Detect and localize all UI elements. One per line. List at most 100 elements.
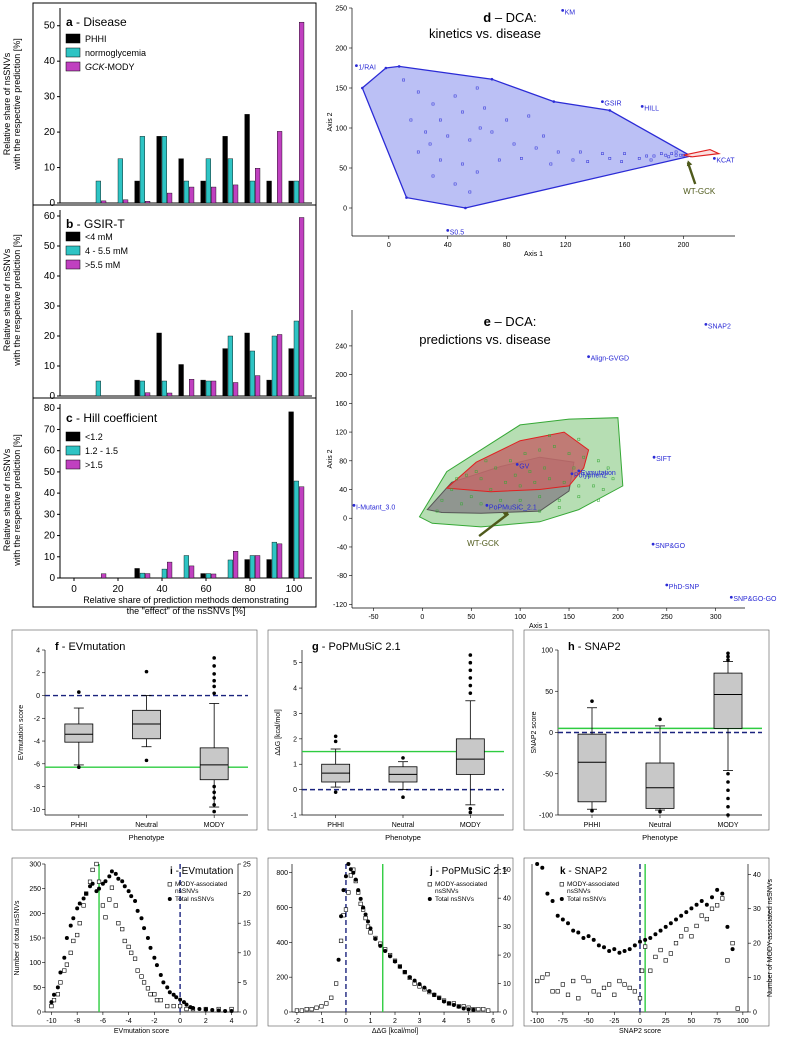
total-point xyxy=(407,975,412,980)
total-point xyxy=(674,917,678,922)
total-point xyxy=(216,1008,221,1013)
y-tick-label-right: 10 xyxy=(753,975,761,982)
panel-title-text: - SNAP2 xyxy=(568,866,607,877)
mody-point xyxy=(550,989,555,994)
total-point xyxy=(107,874,112,879)
observation-point xyxy=(608,157,612,160)
mody-point xyxy=(694,923,699,929)
total-point xyxy=(229,1009,234,1014)
box-iqr xyxy=(713,672,743,729)
x-tick-label: PHHI xyxy=(327,822,344,829)
total-point xyxy=(120,879,125,884)
mody-point xyxy=(148,992,153,997)
observation-point xyxy=(527,114,531,118)
mody-point xyxy=(49,1003,54,1009)
x-axis-label-2: the "effect" of the nsSNVs [%] xyxy=(127,606,246,616)
total-point xyxy=(161,980,166,985)
legend-swatch xyxy=(65,259,81,270)
outlier-point xyxy=(726,788,730,793)
total-point xyxy=(397,964,402,969)
x-tick-label: -100 xyxy=(530,1018,544,1025)
variable-marker xyxy=(561,9,565,12)
bar-1-2-1-5 xyxy=(293,480,299,579)
total-point xyxy=(638,939,642,944)
total-point xyxy=(152,955,157,960)
legend-label-mody-2: nsSNVs xyxy=(175,888,199,895)
y-tick-label: -10 xyxy=(30,807,40,814)
total-point xyxy=(223,1009,228,1014)
legend-marker-total xyxy=(559,897,564,901)
observation-point xyxy=(534,146,538,150)
total-point xyxy=(343,874,348,879)
legend-swatch xyxy=(65,431,81,442)
y-tick-label: 240 xyxy=(335,343,347,350)
outlier-point xyxy=(726,804,730,809)
x-tick-label: 50 xyxy=(467,614,475,621)
observation-point xyxy=(601,488,605,491)
observation-point xyxy=(489,488,493,491)
observation-point xyxy=(578,150,582,154)
x-axis-label: SNAP2 score xyxy=(619,1028,661,1035)
mody-point xyxy=(720,896,725,901)
total-point xyxy=(55,985,60,990)
bar-normoglycemia xyxy=(95,180,101,204)
x-axis-label: Phenotype xyxy=(385,833,421,842)
panel-title: a - Disease xyxy=(66,15,127,29)
y-tick-label-right: 25 xyxy=(243,862,251,869)
legend-label-mody-1: MODY-associated xyxy=(175,881,228,888)
observation-point xyxy=(461,162,464,166)
total-point xyxy=(210,1008,215,1013)
y-tick-label-left: 150 xyxy=(29,936,41,943)
bar--5-5-mm xyxy=(211,380,217,397)
x-tick-label: 0 xyxy=(178,1018,182,1025)
observation-point xyxy=(557,498,561,502)
outlier-point xyxy=(590,699,594,703)
variable-marker xyxy=(729,595,733,599)
y-tick-label: 0 xyxy=(36,693,40,700)
total-point xyxy=(653,932,658,937)
observation-point xyxy=(538,448,542,452)
observation-point xyxy=(478,126,482,130)
observation-point xyxy=(446,134,450,138)
bar-1-2-1-5 xyxy=(139,572,145,579)
bar--1-2 xyxy=(266,559,272,579)
mody-point xyxy=(643,944,648,949)
legend-marker-mody xyxy=(167,882,172,887)
total-point xyxy=(668,921,673,926)
observation-point xyxy=(597,498,600,502)
y-tick-label: 4 xyxy=(293,686,297,693)
mody-point xyxy=(324,1001,329,1006)
x-tick-label: MODY xyxy=(460,822,481,829)
observation-point xyxy=(586,160,590,163)
observation-point xyxy=(490,130,494,134)
mody-point xyxy=(338,938,344,943)
panel-letter: a xyxy=(66,15,76,29)
total-point xyxy=(203,1007,208,1012)
observation-point xyxy=(479,502,483,506)
x-tick-label: 120 xyxy=(560,242,572,249)
total-point xyxy=(81,896,86,901)
mody-point xyxy=(535,978,540,984)
total-point xyxy=(363,912,368,917)
variable-label: Align-GVGD xyxy=(591,356,630,363)
mody-point xyxy=(81,903,86,908)
bar--1-5 xyxy=(101,573,107,579)
variable-marker xyxy=(712,157,716,160)
legend-swatch xyxy=(65,245,81,256)
y-tick-label: 1 xyxy=(293,762,297,769)
total-point xyxy=(126,889,131,894)
bar--5-5-mm xyxy=(167,392,173,397)
panel-frame xyxy=(11,857,258,1027)
total-point xyxy=(607,948,612,953)
total-point xyxy=(64,936,69,940)
x-tick-label: -8 xyxy=(74,1018,80,1025)
mody-point xyxy=(627,985,632,991)
variable-label: SNP&GO-GO xyxy=(733,596,777,603)
total-point xyxy=(142,926,147,931)
outlier-point xyxy=(144,758,149,763)
variable-marker xyxy=(665,583,669,587)
total-point xyxy=(178,997,183,1002)
x-tick-label: 60 xyxy=(200,584,212,595)
hull-vertex xyxy=(552,100,556,103)
x-tick-label: 75 xyxy=(713,1018,721,1025)
